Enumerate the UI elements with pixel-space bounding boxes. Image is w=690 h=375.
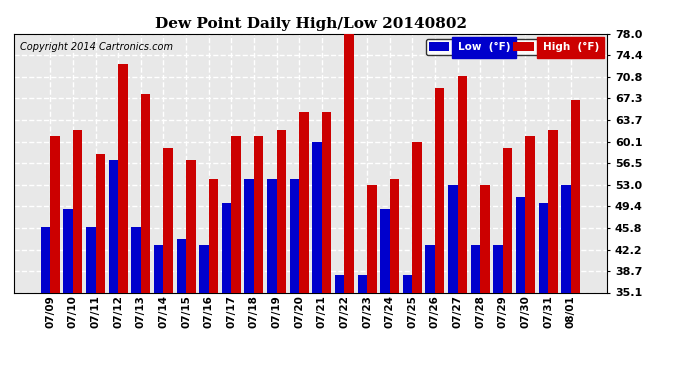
Bar bbox=[571, 100, 580, 292]
Bar bbox=[413, 142, 422, 292]
Bar bbox=[539, 202, 548, 292]
Bar bbox=[516, 196, 526, 292]
Bar bbox=[267, 178, 277, 292]
Bar bbox=[390, 178, 400, 292]
Bar bbox=[471, 245, 480, 292]
Bar bbox=[290, 178, 299, 292]
Bar bbox=[548, 130, 558, 292]
Bar bbox=[63, 209, 73, 292]
Bar bbox=[41, 227, 50, 292]
Bar bbox=[380, 209, 390, 292]
Bar bbox=[199, 245, 208, 292]
Title: Dew Point Daily High/Low 20140802: Dew Point Daily High/Low 20140802 bbox=[155, 17, 466, 31]
Bar bbox=[448, 184, 457, 292]
Bar bbox=[164, 148, 173, 292]
Bar bbox=[367, 184, 377, 292]
Bar bbox=[50, 136, 60, 292]
Bar bbox=[322, 112, 331, 292]
Bar bbox=[154, 245, 164, 292]
Bar bbox=[344, 34, 354, 292]
Bar bbox=[457, 76, 467, 292]
Bar bbox=[503, 148, 513, 292]
Bar bbox=[493, 245, 503, 292]
Bar bbox=[177, 239, 186, 292]
Bar bbox=[118, 64, 128, 292]
Bar bbox=[208, 178, 218, 292]
Bar bbox=[299, 112, 308, 292]
Bar bbox=[561, 184, 571, 292]
Bar bbox=[403, 275, 413, 292]
Bar bbox=[95, 154, 105, 292]
Text: Copyright 2014 Cartronics.com: Copyright 2014 Cartronics.com bbox=[20, 42, 172, 51]
Bar bbox=[108, 160, 118, 292]
Bar bbox=[435, 88, 444, 292]
Bar bbox=[335, 275, 344, 292]
Bar bbox=[426, 245, 435, 292]
Bar bbox=[131, 227, 141, 292]
Bar bbox=[277, 130, 286, 292]
Bar bbox=[231, 136, 241, 292]
Bar bbox=[186, 160, 195, 292]
Bar bbox=[221, 202, 231, 292]
Bar bbox=[86, 227, 95, 292]
Bar bbox=[357, 275, 367, 292]
Legend: Low  (°F), High  (°F): Low (°F), High (°F) bbox=[426, 39, 602, 56]
Bar bbox=[73, 130, 82, 292]
Bar bbox=[141, 94, 150, 292]
Bar bbox=[313, 142, 322, 292]
Bar bbox=[244, 178, 254, 292]
Bar bbox=[480, 184, 490, 292]
Bar bbox=[254, 136, 264, 292]
Bar bbox=[526, 136, 535, 292]
